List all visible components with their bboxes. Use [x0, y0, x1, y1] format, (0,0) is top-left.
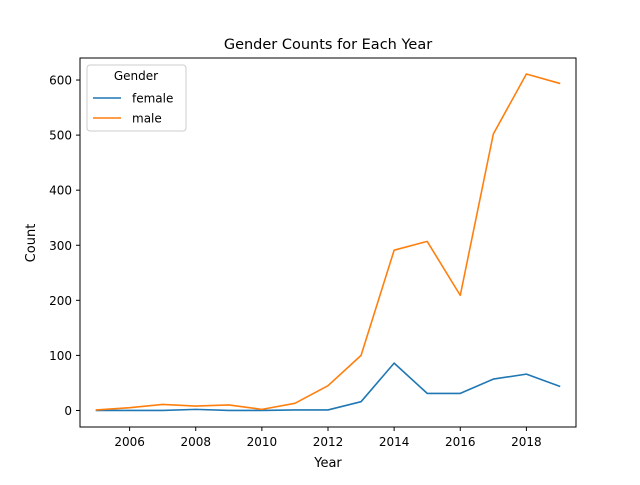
x-axis-label: Year: [313, 456, 342, 471]
legend-title: Gender: [114, 69, 158, 83]
x-tick-label: 2010: [247, 435, 278, 449]
series-line-female: [95, 362, 561, 412]
legend-label-male: male: [132, 112, 162, 126]
y-tick-label: 200: [49, 294, 72, 308]
chart-title: Gender Counts for Each Year: [224, 37, 432, 53]
legend: Gender female male: [86, 64, 187, 132]
x-tick-label: 2018: [511, 435, 542, 449]
plot-area: 2006 2008 2010 2012 2014 2016 2018 0 100 200 300 40…: [49, 57, 577, 449]
y-tick-label: 600: [49, 74, 72, 88]
x-tick-label: 2016: [445, 435, 476, 449]
y-tick-label: 100: [49, 349, 72, 363]
y-tick-label: 0: [64, 404, 72, 418]
legend-label-female: female: [132, 92, 173, 106]
x-tick-label: 2014: [379, 435, 410, 449]
series-line-male: [95, 73, 561, 411]
y-tick-label: 400: [49, 184, 72, 198]
x-tick-label: 2008: [180, 435, 211, 449]
y-tick-label: 500: [49, 129, 72, 143]
y-tick-label: 300: [49, 239, 72, 253]
legend-box: [86, 64, 187, 132]
y-axis-label: Count: [24, 224, 39, 263]
x-tick-label: 2006: [114, 435, 145, 449]
x-tick-label: 2012: [313, 435, 344, 449]
